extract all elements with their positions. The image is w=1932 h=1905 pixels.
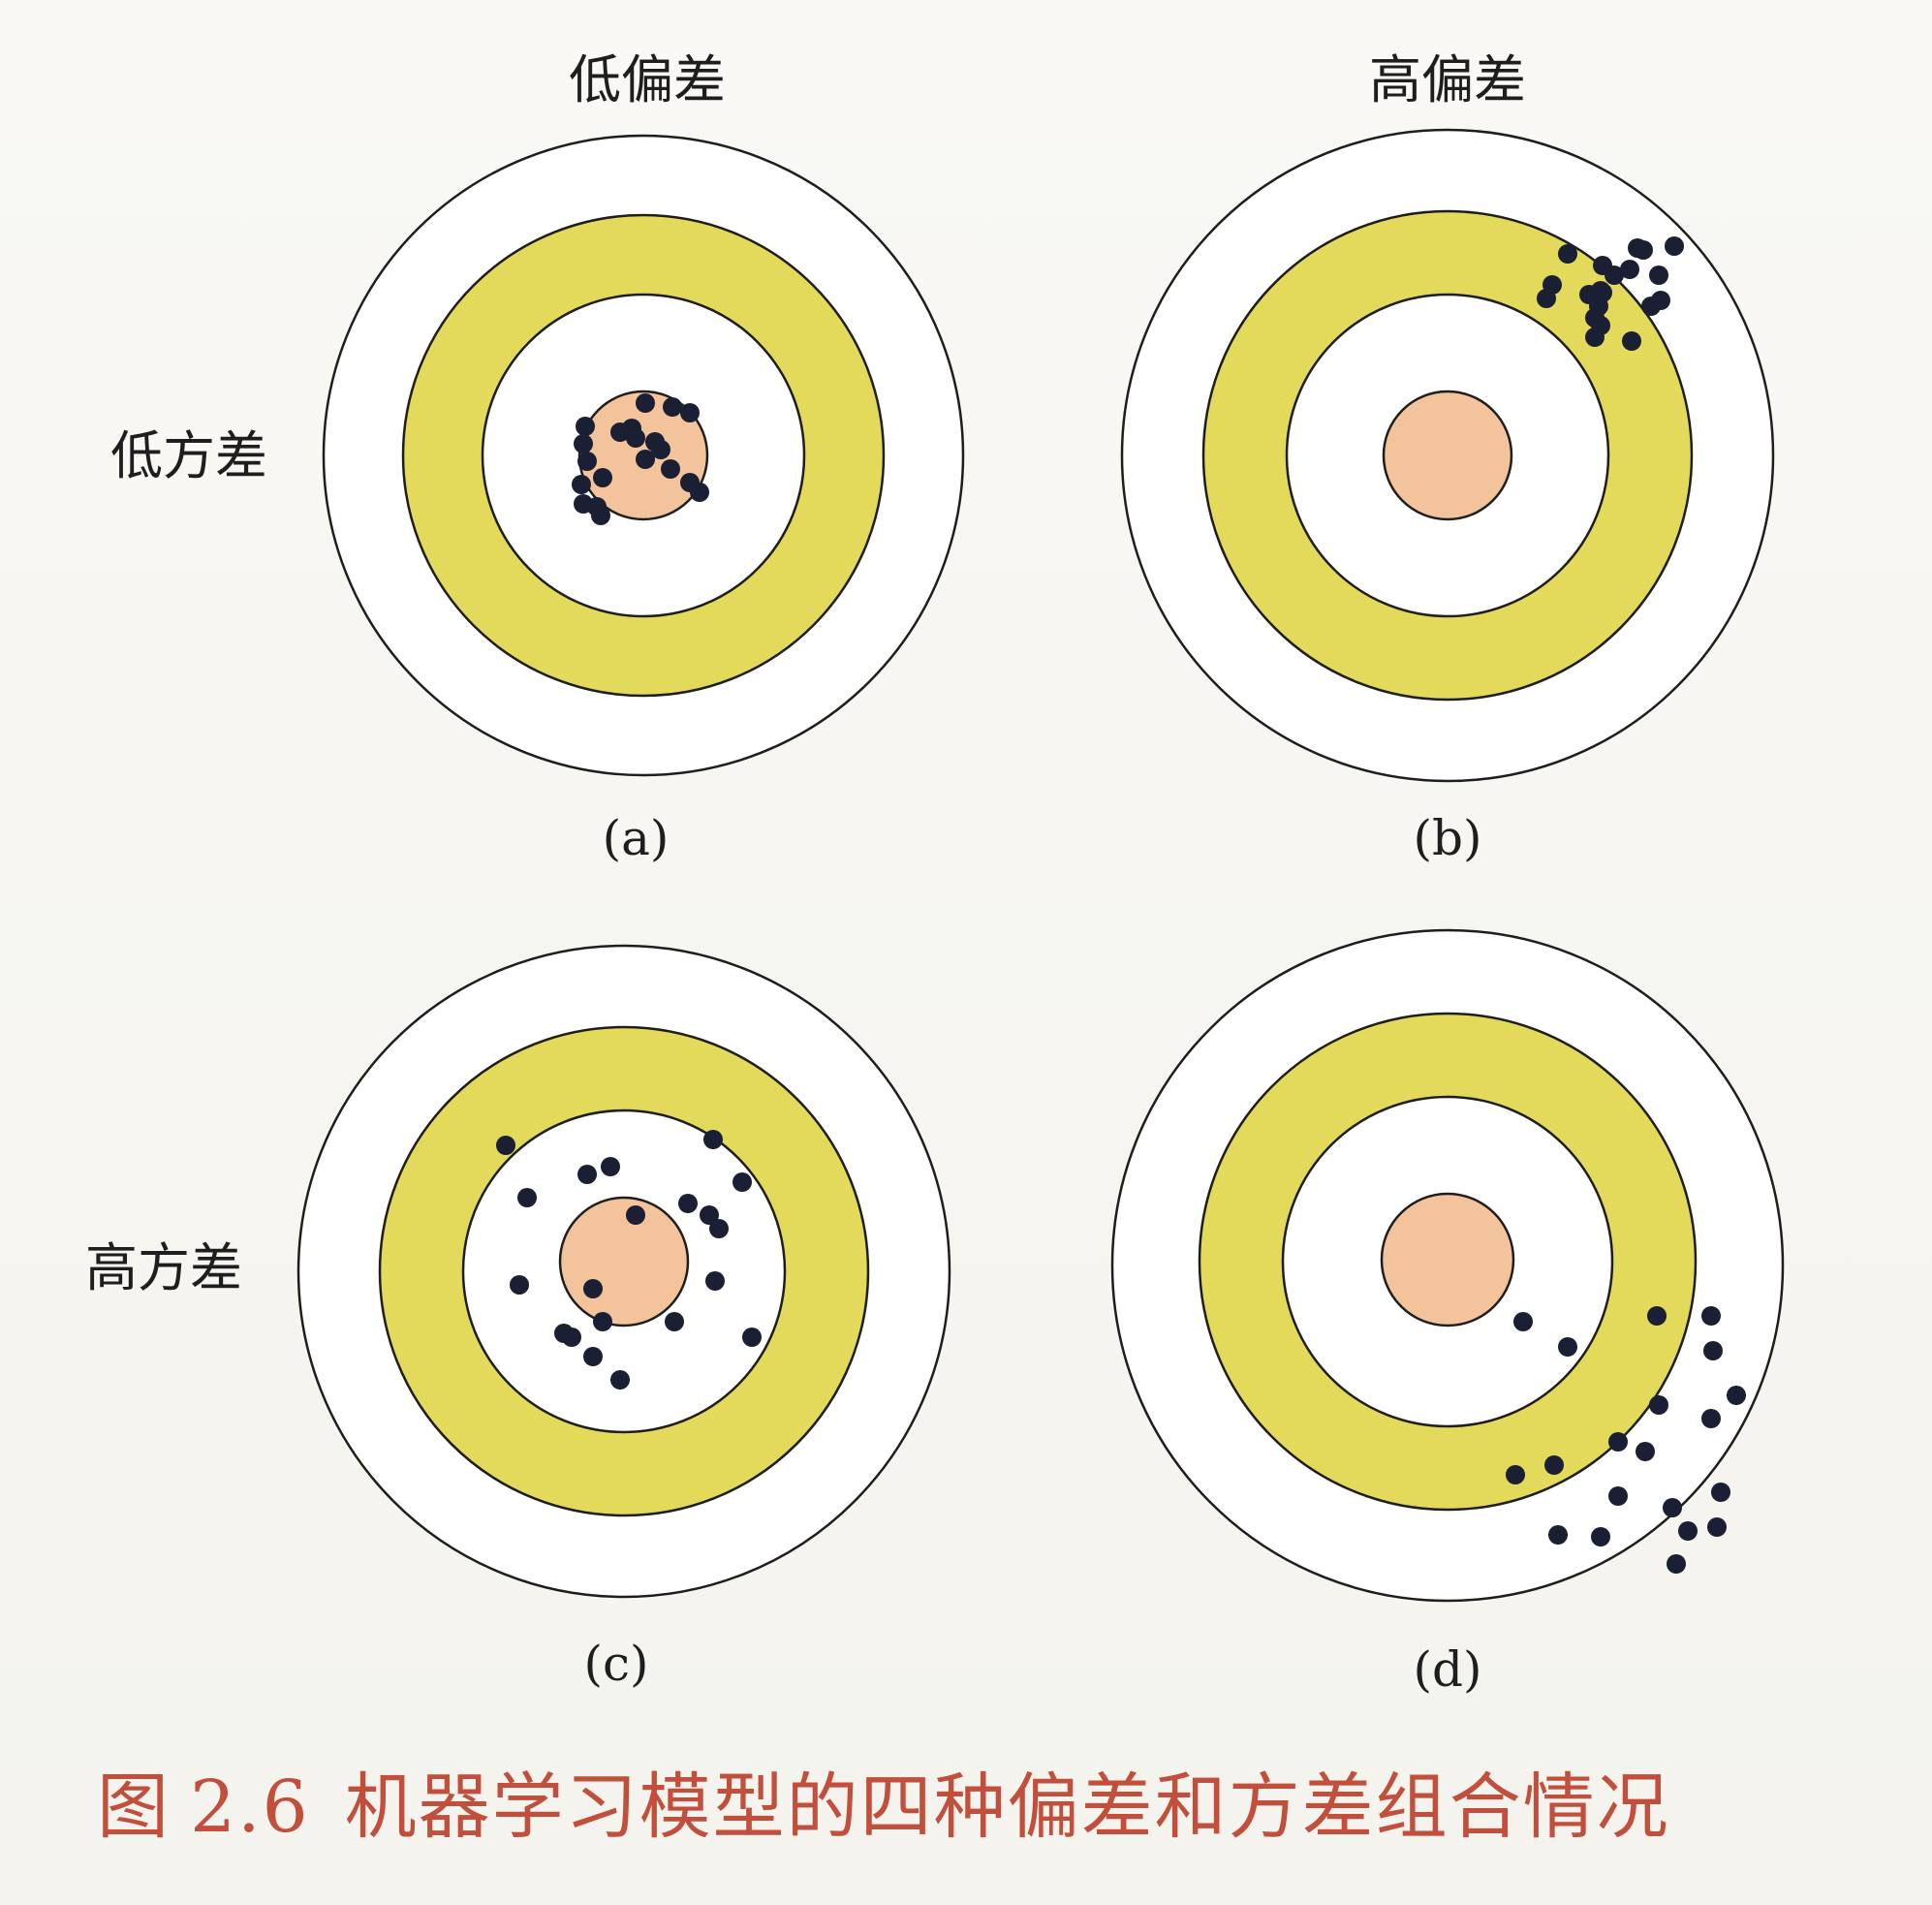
- caption-prefix: 图: [97, 1765, 171, 1849]
- target-a: [322, 134, 965, 777]
- target-a-hits: [572, 393, 709, 525]
- hit: [1636, 1442, 1655, 1461]
- hit: [1544, 1455, 1564, 1475]
- hit: [636, 393, 655, 413]
- target-b-hits: [1537, 236, 1684, 351]
- hit: [680, 403, 700, 422]
- hit: [663, 397, 682, 417]
- target-c: [296, 944, 951, 1599]
- row-label-low-variance: 低方差: [110, 425, 267, 486]
- target-d-hits: [1506, 1306, 1746, 1574]
- hit: [690, 483, 709, 502]
- hit: [1558, 1337, 1577, 1357]
- hit: [1665, 236, 1684, 256]
- panel-label-b: (b): [1413, 810, 1482, 866]
- hit: [1634, 240, 1653, 260]
- panel-label-c: (c): [583, 1636, 649, 1692]
- caption-text: 机器学习模型的四种偏差和方差组合情况: [344, 1765, 1670, 1849]
- hit: [1707, 1517, 1727, 1537]
- hit: [591, 506, 610, 525]
- hit: [593, 1312, 612, 1331]
- hit: [1622, 331, 1641, 351]
- hit: [636, 450, 655, 469]
- target-d: [1110, 928, 1785, 1603]
- panel-label-d: (d): [1413, 1641, 1482, 1698]
- hit: [1701, 1306, 1721, 1326]
- hit: [1593, 283, 1612, 302]
- hit: [496, 1136, 515, 1155]
- hit: [1558, 244, 1577, 264]
- hit: [1620, 260, 1639, 279]
- hit: [1703, 1341, 1723, 1360]
- hit: [577, 1165, 597, 1184]
- target-d-bullseye: [1380, 1192, 1515, 1327]
- target-b-bullseye: [1382, 390, 1513, 521]
- hit: [1647, 1306, 1667, 1326]
- hit: [651, 440, 670, 459]
- hit: [1701, 1409, 1721, 1428]
- hit: [1711, 1483, 1730, 1502]
- figure-caption: 图 2.6 机器学习模型的四种偏差和方差组合情况: [97, 1771, 1670, 1843]
- target-b: [1120, 128, 1775, 783]
- hit: [517, 1188, 537, 1207]
- row-label-high-variance: 高方差: [85, 1237, 242, 1298]
- hit: [1641, 297, 1661, 316]
- hit: [705, 1271, 725, 1291]
- hit: [1727, 1386, 1746, 1405]
- hit: [1649, 1395, 1668, 1415]
- column-label-high-bias: 高偏差: [1369, 49, 1526, 110]
- hit: [1548, 1525, 1568, 1545]
- hit: [700, 1205, 719, 1225]
- caption-number: 2.6: [190, 1765, 310, 1849]
- hit: [572, 475, 591, 494]
- hit: [510, 1275, 529, 1295]
- hit: [577, 452, 597, 471]
- hit: [583, 1347, 603, 1366]
- hit: [1537, 289, 1556, 308]
- hit: [1605, 265, 1624, 285]
- hit: [1649, 265, 1668, 285]
- hit: [562, 1327, 581, 1347]
- hit: [1585, 328, 1605, 347]
- hit: [583, 1279, 603, 1298]
- hit: [1678, 1521, 1698, 1541]
- hit: [626, 428, 645, 448]
- hit: [574, 434, 593, 453]
- target-c-hits: [496, 1130, 762, 1390]
- hit: [732, 1172, 752, 1192]
- hit: [593, 468, 612, 487]
- hit: [1506, 1465, 1525, 1484]
- column-label-low-bias: 低偏差: [569, 49, 726, 110]
- hit: [742, 1327, 762, 1347]
- hit: [1608, 1486, 1628, 1506]
- hit: [601, 1157, 620, 1176]
- hit: [1513, 1312, 1533, 1331]
- target-c-bullseye: [558, 1196, 690, 1327]
- hit: [1608, 1432, 1628, 1452]
- hit: [665, 1312, 684, 1331]
- hit: [1667, 1554, 1686, 1574]
- hit: [610, 1370, 630, 1390]
- hit: [1663, 1498, 1682, 1517]
- panel-label-a: (a): [602, 810, 670, 866]
- hit: [703, 1130, 723, 1149]
- hit: [576, 417, 595, 436]
- hit: [709, 1219, 729, 1238]
- hit: [678, 1194, 698, 1213]
- hit: [1591, 1527, 1610, 1546]
- hit: [626, 1205, 645, 1225]
- hit: [661, 459, 680, 479]
